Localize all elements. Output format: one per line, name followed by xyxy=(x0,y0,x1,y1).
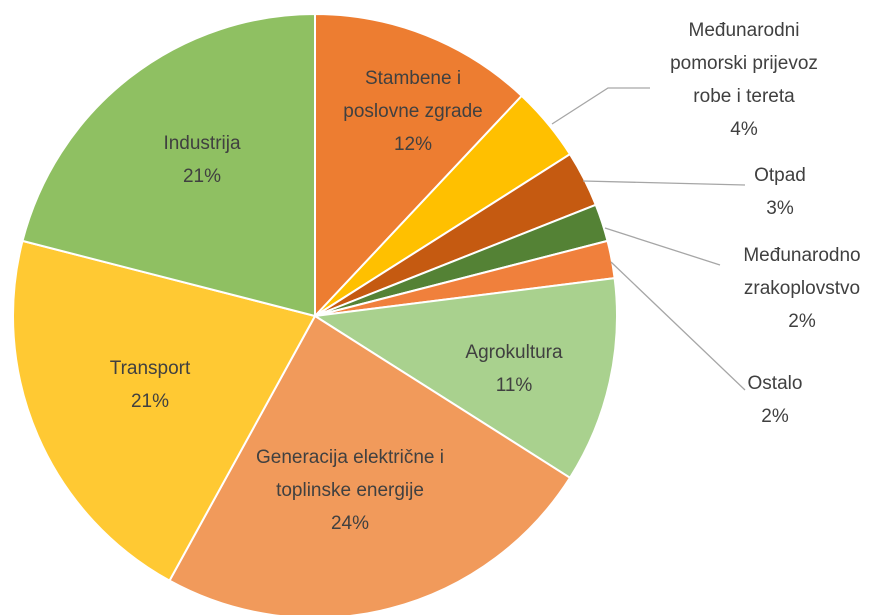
category-name: Ostalo xyxy=(747,373,803,394)
pie-slice xyxy=(168,314,572,615)
value-label: 21% xyxy=(130,391,170,412)
category-name: Međunarodno zrakoplovstvo xyxy=(743,245,861,299)
category-name: Agrokultura xyxy=(465,342,563,363)
slice-label: Industrija 21% xyxy=(122,127,282,193)
category-name: Međunarodni pomorski prijevoz robe i ter… xyxy=(670,20,818,107)
category-name: Industrija xyxy=(163,133,241,154)
slice-label: Stambene i poslovne zgrade 12% xyxy=(326,62,501,161)
category-name: Stambene i poslovne zgrade xyxy=(343,68,483,122)
category-name: Transport xyxy=(109,358,191,379)
value-label: 2% xyxy=(761,406,789,427)
value-label: 12% xyxy=(393,134,433,155)
value-label: 21% xyxy=(182,166,222,187)
leader-line xyxy=(610,261,746,391)
value-label: 24% xyxy=(330,513,370,534)
value-label: 3% xyxy=(766,198,794,219)
slice-label: Generacija električne i toplinske energi… xyxy=(233,441,468,540)
slice-label: Transport 21% xyxy=(70,352,230,418)
value-label: 4% xyxy=(730,119,758,140)
pie-slice xyxy=(314,12,524,319)
leader-line xyxy=(582,180,746,186)
leader-line xyxy=(551,87,650,125)
value-label: 2% xyxy=(788,311,816,332)
slice-label: Agrokultura 11% xyxy=(434,336,594,402)
slice-label: Otpad 3% xyxy=(720,159,840,225)
slice-label: Međunarodni pomorski prijevoz robe i ter… xyxy=(657,14,832,146)
slice-label: Međunarodno zrakoplovstvo 2% xyxy=(727,239,877,338)
pie-slice xyxy=(312,277,618,480)
pie-slice xyxy=(21,12,316,318)
value-label: 11% xyxy=(495,375,533,396)
category-name: Otpad xyxy=(754,165,806,186)
slice-label: Ostalo 2% xyxy=(715,367,835,433)
category-name: Generacija električne i toplinske energi… xyxy=(256,447,444,501)
leader-line xyxy=(604,227,721,266)
pie-slice xyxy=(12,239,317,583)
